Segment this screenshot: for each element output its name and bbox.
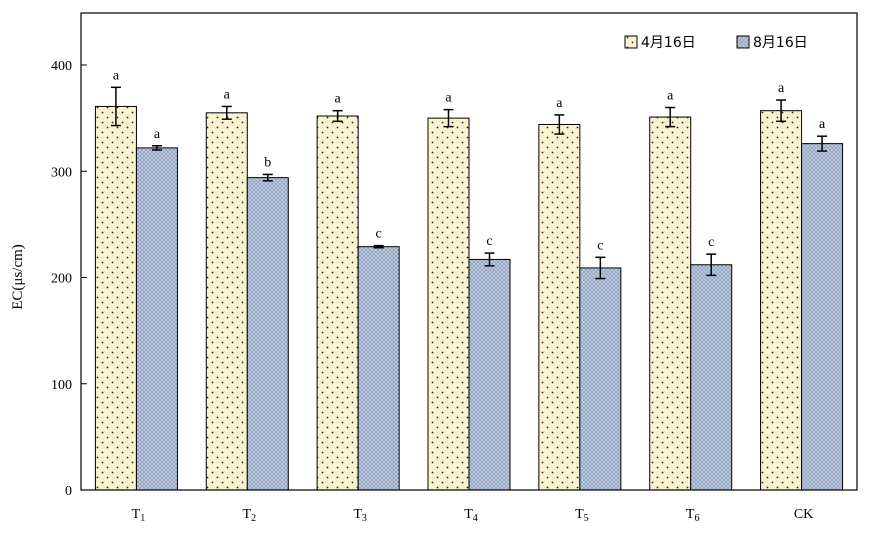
- legend-label-series-1: 4月16日: [641, 35, 696, 51]
- significance-label: c: [708, 235, 714, 250]
- bar-series-1: [760, 110, 803, 491]
- x-tick-label: T6: [686, 507, 700, 524]
- plot-frame: [80, 12, 858, 491]
- error-bar: [221, 105, 232, 120]
- bars: [94, 105, 844, 491]
- bar-series-2: [801, 143, 844, 491]
- legend-swatch-series-2: [736, 35, 750, 49]
- bar-series-1: [94, 105, 137, 491]
- x-tick-label-base: T: [243, 507, 252, 522]
- x-tick-label: CK: [794, 507, 813, 522]
- significance-label: a: [778, 81, 785, 96]
- significance-label: a: [667, 89, 674, 104]
- y-axis-title: EC(μs/cm): [10, 244, 26, 310]
- error-bar: [706, 253, 717, 277]
- error-bar: [595, 256, 606, 280]
- error-bar: [151, 145, 162, 151]
- significance-label: a: [113, 68, 120, 83]
- y-tick-label: 400: [51, 59, 72, 74]
- x-tick-label-subscript: 2: [251, 513, 256, 524]
- significance-label: a: [819, 117, 826, 132]
- bar-series-2: [246, 177, 289, 491]
- significance-label: a: [224, 87, 231, 102]
- bar-series-2: [357, 246, 400, 491]
- legend: 4月16日 8月16日: [624, 35, 808, 51]
- significance-label: a: [335, 92, 342, 107]
- bar-series-2: [468, 258, 511, 491]
- error-bar: [484, 252, 495, 267]
- error-bar: [443, 108, 454, 128]
- x-tick-label-base: T: [575, 507, 584, 522]
- error-bar: [373, 244, 384, 249]
- x-tick-label: T2: [243, 507, 257, 524]
- bar-series-1: [427, 117, 470, 491]
- x-tick-label-base: T: [132, 507, 141, 522]
- bar-series-2: [579, 267, 622, 491]
- x-tick-label-subscript: 5: [584, 513, 589, 524]
- significance-label: c: [486, 234, 492, 249]
- x-tick-label-subscript: 6: [694, 513, 699, 524]
- x-tick-label-base: T: [686, 507, 695, 522]
- error-bar: [776, 99, 787, 123]
- significance-label: a: [445, 91, 452, 106]
- bar-series-2: [690, 264, 733, 491]
- legend-swatch-series-1: [624, 35, 638, 49]
- x-axis: T1 T2 T3 T4 T5 T6 CK: [132, 507, 814, 524]
- legend-label-series-2: 8月16日: [753, 35, 808, 51]
- error-bar: [262, 173, 273, 182]
- significance-label: c: [597, 238, 603, 253]
- error-bar: [332, 109, 343, 123]
- x-tick-label-subscript: 1: [140, 513, 145, 524]
- significance-label: a: [154, 127, 161, 142]
- error-bars: [110, 86, 828, 280]
- y-tick-label: 200: [51, 272, 72, 287]
- significance-label: a: [556, 96, 563, 111]
- y-tick-label: 0: [65, 484, 72, 499]
- x-tick-label-base: CK: [794, 507, 813, 522]
- significance-label: c: [376, 227, 382, 242]
- x-tick-label-subscript: 4: [473, 513, 478, 524]
- significance-label: b: [264, 155, 271, 170]
- y-tick-label: 100: [51, 378, 72, 393]
- error-bar: [554, 114, 565, 135]
- x-tick-label: T4: [464, 507, 478, 524]
- x-tick-label: T5: [575, 507, 589, 524]
- error-bar: [665, 106, 676, 128]
- x-tick-label-base: T: [464, 507, 473, 522]
- error-bar: [110, 86, 121, 127]
- y-tick-label: 300: [51, 165, 72, 180]
- bar-series-1: [538, 124, 581, 491]
- x-tick-label-subscript: 3: [362, 513, 367, 524]
- y-axis: 0 100 200 300 400: [51, 59, 87, 499]
- bar-series-1: [205, 112, 248, 491]
- x-tick-label-base: T: [353, 507, 362, 522]
- x-tick-label: T3: [353, 507, 367, 524]
- bar-series-1: [649, 116, 692, 491]
- bar-series-1: [316, 115, 359, 491]
- error-bar: [817, 135, 828, 152]
- x-tick-label: T1: [132, 507, 146, 524]
- significance-labels: a a a b a c a c a c a c a a: [113, 68, 826, 253]
- bar-series-2: [135, 147, 178, 491]
